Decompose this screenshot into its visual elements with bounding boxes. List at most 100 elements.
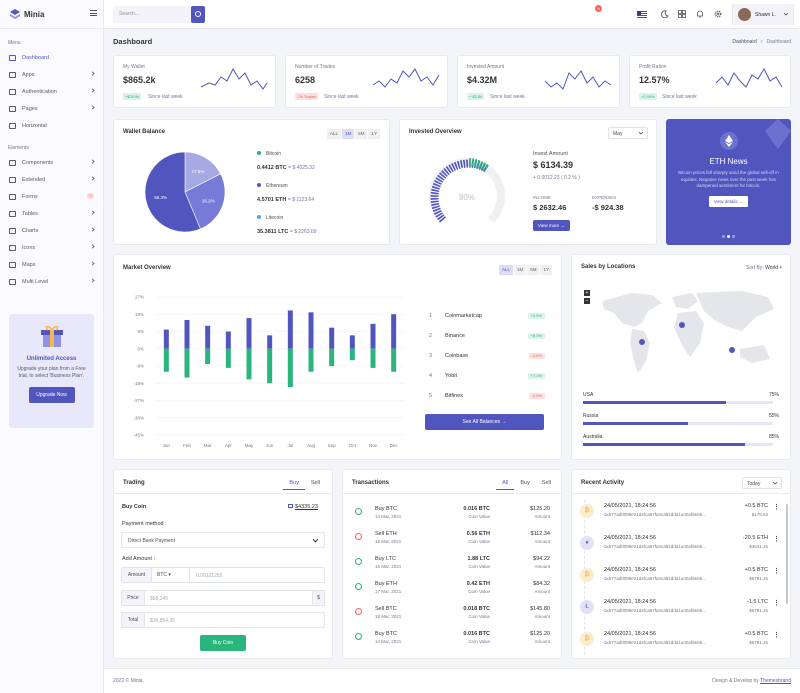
promo-title: Unlimited Access [26,356,77,362]
transaction-row[interactable]: Sell ETH 15 Mar, 2021 0.56 ETH Coin Value $1… [351,528,556,552]
payment-method-select[interactable]: Direct Bank Payment [121,532,325,548]
sidebar-item-extended[interactable]: Extended [0,171,103,188]
transaction-coin: 0.56 ETH [466,531,490,537]
themesbrand-link[interactable]: Themesbrand [760,678,791,684]
sliders-icon [9,210,16,217]
legend-ethereum: Ethereum 4.5701 ETH = $ 1123.64 [257,183,314,203]
sidebar-item-icons[interactable]: Icons [0,239,103,256]
tab-buy[interactable]: Buy [520,480,530,486]
buy-coin-button[interactable]: Buy Coin [200,635,246,651]
sidebar-item-forms[interactable]: Forms 7 [0,188,103,205]
zoom-in-button[interactable]: + [584,290,590,296]
world-map[interactable] [592,287,787,387]
eth-icon: ♦ [580,536,594,550]
sort-dropdown[interactable]: Sort By: World ▾ [745,265,782,271]
currency-select[interactable]: BTC ▾ [152,568,190,582]
view-details-label: View details [713,198,738,204]
upgrade-now-button[interactable]: Upgrade Now [28,387,75,403]
map-marker[interactable] [639,339,645,345]
activity-amount: -1.5 LTC [747,599,768,605]
map-marker[interactable] [729,347,735,353]
zoom-out-button[interactable]: − [584,298,590,304]
carousel-dot[interactable] [722,235,725,238]
range-6m-button[interactable]: 6M [527,265,541,275]
more-vertical-icon[interactable]: ⋮ [773,600,780,607]
search-input[interactable]: Search... [119,11,140,17]
transaction-row[interactable]: Sell BTC 18 Mar, 2021 0.018 BTC Coin Value $… [351,603,556,627]
transaction-row[interactable]: Buy BTC 14 Mar, 2021 0.016 BTC Coin Value $1… [351,503,556,527]
more-vertical-icon[interactable]: ⋮ [773,568,780,575]
breadcrumb-item[interactable]: Dashboard [732,39,757,45]
activity-filter-value: Today [747,481,761,487]
see-all-balances-button[interactable]: See All Balances → [425,414,544,430]
sidebar-item-maps[interactable]: Maps [0,256,103,273]
search-icon[interactable] [191,6,205,23]
sidebar-item-tables[interactable]: Tables [0,205,103,222]
bitcoin-dot-icon [257,151,261,155]
range-6m-button[interactable]: 6M [355,129,369,139]
sidebar-item-dashboard[interactable]: Dashboard [0,49,103,66]
tab-sell[interactable]: Sell [541,480,551,486]
transaction-row[interactable]: Buy ETH 17 Mar, 2021 0.42 ETH Coin Value $84… [351,578,556,602]
map-marker[interactable] [679,322,685,328]
stat-since: Since last week [148,94,183,100]
transaction-row[interactable]: Buy BTC 14 Mar, 2021 0.016 BTC Coin Value $1… [351,628,556,652]
range-all-button[interactable]: ALL [498,265,514,275]
location-row-usa: USA 75% [583,392,779,404]
rank-name: Yobit [445,373,458,379]
transactions-tabs: All Buy Sell [496,478,557,490]
coin-amount: 35.3811 LTC [257,229,289,235]
range-1y-button[interactable]: 1Y [368,129,381,139]
activity-filter-select[interactable]: Today [742,477,782,489]
activity-usd: $3541.45 [749,544,768,549]
more-vertical-icon[interactable]: ⋮ [773,504,780,511]
transaction-row[interactable]: Buy LTC 16 Mar, 2021 1.88 LTC Coin Value $94… [351,553,556,577]
gear-icon[interactable] [714,10,722,18]
tab-sell[interactable]: Sell [310,480,320,486]
sidebar-item-pages[interactable]: Pages [0,100,103,117]
tab-all[interactable]: All [496,478,515,490]
total-input[interactable]: $36,854.25 [150,618,176,624]
bell-icon[interactable] [696,10,704,18]
chevron-right-icon [90,244,95,249]
month-select[interactable]: May [608,127,648,139]
more-vertical-icon[interactable]: ⋮ [773,632,780,639]
pie-slice-label: 26.2% [202,199,215,204]
stat-change-badge: +2.95% [639,93,657,100]
menu-toggle-icon[interactable] [90,10,97,16]
search-box[interactable]: Search... [113,6,205,23]
range-all-button[interactable]: ALL [326,129,342,139]
tab-buy[interactable]: Buy [283,478,305,490]
more-vertical-icon[interactable]: ⋮ [773,536,780,543]
scrollbar[interactable] [786,504,788,604]
view-more-button[interactable]: View more → [533,220,570,231]
apps-grid-icon[interactable] [678,10,686,18]
range-1y-button[interactable]: 1Y [540,265,553,275]
range-1m-button[interactable]: 1M [513,265,528,275]
moon-icon[interactable] [661,10,669,18]
btc-icon: ₿ [580,568,594,582]
market-bar [349,335,355,349]
x-tick-label: Mar [204,443,212,448]
carousel-dot[interactable] [732,235,735,238]
range-1m-button[interactable]: 1M [341,129,356,139]
sidebar: Minia Menu Dashboard Apps Authentication… [0,0,104,693]
sidebar-item-multi-level[interactable]: Multi Level [0,273,103,290]
sidebar-item-charts[interactable]: Charts [0,222,103,239]
us-flag-icon[interactable] [637,11,647,18]
amount-input[interactable]: 0.00121255 [196,573,223,579]
price-input[interactable]: $58,245 [150,596,169,602]
transaction-amount-label: Amount [534,514,550,519]
sidebar-item-components[interactable]: Components [0,154,103,171]
sidebar-item-horizontal[interactable]: Horizontal [0,117,103,134]
layout-icon [9,122,16,129]
transaction-type: Buy BTC [375,506,398,512]
sidebar-item-authentication[interactable]: Authentication [0,83,103,100]
carousel-dot[interactable] [727,235,730,238]
logo[interactable]: Minia [0,0,103,29]
sidebar-item-apps[interactable]: Apps [0,66,103,83]
view-details-button[interactable]: View details → [708,195,749,207]
activity-amount: +0.5 BTC [744,567,768,573]
market-bar [163,348,169,372]
user-menu[interactable]: Shawn L. [732,4,794,25]
